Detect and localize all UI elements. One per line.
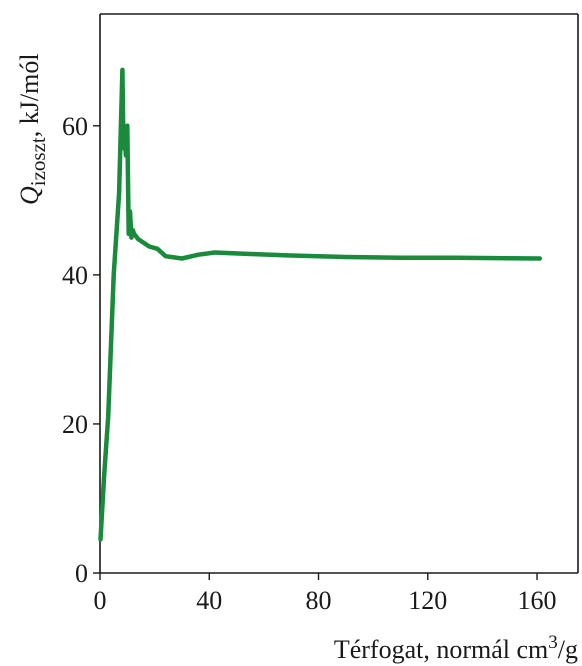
series-layer [98,67,543,542]
y-tick-label: 40 [62,261,88,290]
ticks: 0 40 80 120 160 0 20 40 60 [62,112,557,615]
x-tick-label: 120 [408,586,447,615]
axis-frame-left-bottom [99,14,578,574]
x-tick-label: 0 [94,586,107,615]
axes [99,13,579,574]
x-tick-label: 40 [196,586,222,615]
x-tick-label: 80 [306,586,332,615]
x-axis-title: Térfogat, normál cm3/g [334,632,578,664]
y-tick-label: 20 [62,410,88,439]
y-axis-title: Qizoszt, kJ/mól [15,53,50,205]
x-tick-label: 160 [518,586,557,615]
series-line-1 [98,67,543,542]
y-tick-label: 60 [62,112,88,141]
y-tick-label: 0 [75,559,88,588]
